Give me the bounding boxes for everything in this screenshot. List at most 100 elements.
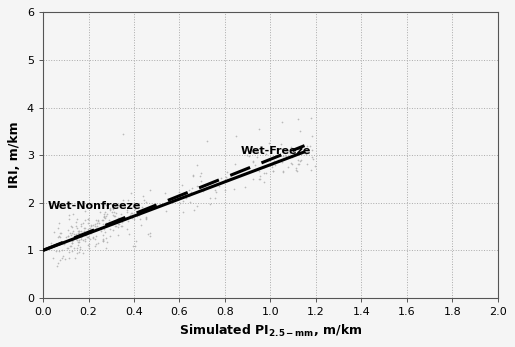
Point [68,228,77,234]
Point [59,254,67,259]
Point [106,206,114,212]
Point [282,154,290,159]
Point [186,192,195,197]
Point [91,225,99,231]
Point [272,159,280,164]
Point [99,221,108,226]
Point [101,235,110,241]
Point [74,237,82,243]
Point [296,128,304,133]
Point [279,154,287,159]
Point [307,115,316,121]
Point [70,245,78,251]
Point [250,162,259,168]
Point [104,211,112,217]
Point [306,144,314,149]
Point [293,169,301,174]
Point [123,207,131,212]
Point [146,187,154,193]
Point [132,202,140,208]
Point [106,233,114,238]
Point [64,227,73,233]
Point [288,161,296,167]
Point [76,244,84,250]
Point [99,227,108,232]
Point [111,213,119,219]
Point [87,237,95,242]
Point [76,246,84,251]
Point [97,228,105,234]
Point [190,174,198,179]
Point [129,204,137,209]
Point [109,205,117,211]
Point [295,161,303,167]
Point [140,197,148,203]
Point [94,240,102,246]
Point [128,214,136,220]
Point [117,223,126,228]
Point [66,244,75,249]
Point [256,176,265,181]
Point [108,209,116,215]
Point [82,232,90,238]
Point [93,223,101,229]
Point [61,239,69,244]
Point [91,221,99,227]
Point [106,226,114,232]
Point [110,203,118,209]
Point [101,215,109,221]
Point [279,169,287,174]
Point [102,245,110,251]
Point [149,202,157,208]
Point [112,218,120,223]
Point [63,246,71,251]
Point [81,232,90,238]
Point [99,238,108,243]
Point [69,237,77,243]
Point [65,250,73,255]
Point [83,220,92,226]
Point [56,242,64,247]
Point [99,214,108,220]
Point [77,237,85,242]
Point [99,238,107,244]
Point [189,172,197,178]
Point [116,216,125,222]
Point [127,210,135,216]
Point [265,163,273,168]
Point [114,216,122,221]
Point [212,181,220,187]
Point [68,211,77,217]
Point [77,228,85,234]
Point [260,164,268,169]
Point [89,222,97,228]
Point [101,209,109,214]
Point [74,228,82,234]
Point [65,216,73,221]
Point [123,210,131,215]
Point [211,187,219,193]
Point [114,232,123,238]
Point [102,213,110,219]
Point [114,215,123,221]
Point [87,223,95,229]
Point [311,163,319,168]
Point [294,149,302,154]
Point [74,239,82,245]
Point [188,186,196,191]
Point [131,206,139,212]
Point [254,169,263,174]
Point [117,211,125,217]
Point [178,182,186,188]
Point [81,225,90,230]
Point [72,232,80,238]
Point [279,169,287,174]
Point [288,155,296,160]
Point [52,241,60,246]
Point [131,243,140,249]
Point [268,163,277,168]
Point [77,222,85,227]
Point [262,163,270,169]
Point [184,193,193,199]
Point [297,157,305,162]
